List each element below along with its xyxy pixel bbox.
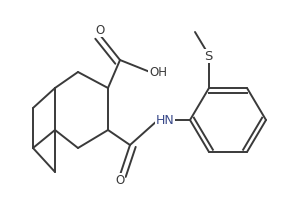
Text: S: S — [204, 50, 212, 63]
Text: HN: HN — [156, 113, 174, 127]
Text: O: O — [115, 173, 125, 187]
Text: O: O — [95, 24, 105, 36]
Text: OH: OH — [149, 66, 167, 78]
